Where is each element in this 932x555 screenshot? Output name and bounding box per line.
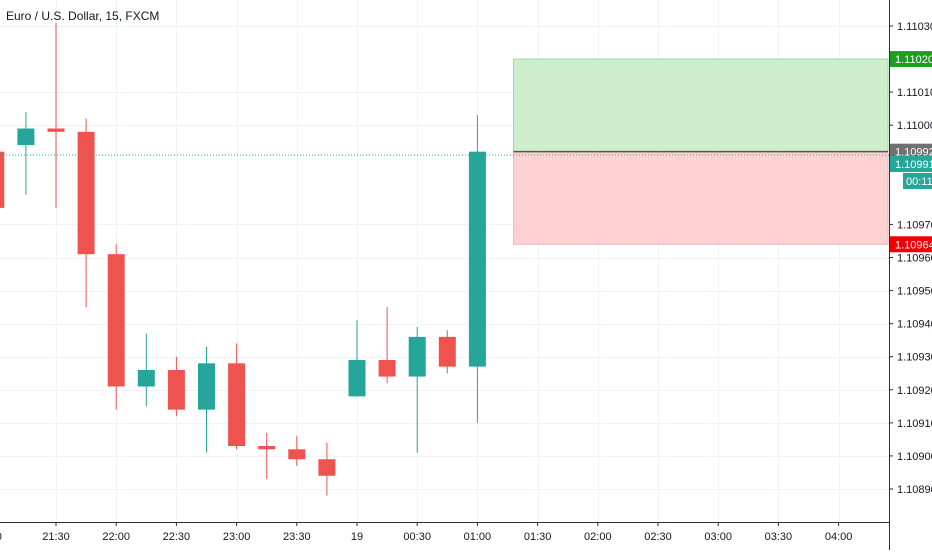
candle-body — [77, 131, 95, 255]
price-tick-label: 1.10930 — [897, 352, 932, 364]
price-tick-label: 1.11000 — [897, 120, 932, 132]
candle — [228, 343, 246, 450]
candle-body — [107, 254, 125, 387]
candle — [77, 118, 95, 308]
target-price-tag[interactable]: 1.11020 — [890, 51, 932, 68]
candle — [438, 330, 456, 374]
time-tick-label: 02:00 — [584, 531, 612, 543]
time-tick-label: 03:00 — [704, 531, 732, 543]
time-axis[interactable]: 00 21:30 22:00 22:30 23:00 23:30 19 00:30 01:00 0… — [0, 522, 889, 550]
stop-price-tag-text: 1.10964 — [895, 239, 932, 251]
last-price-tag[interactable]: 1.10991 00:11 — [890, 155, 932, 189]
target-price-tag-bg — [890, 51, 932, 68]
price-tick-label: 1.10900 — [897, 451, 932, 463]
time-tick-label: 21:30 — [42, 531, 70, 543]
price-tick-label: 1.10920 — [897, 385, 932, 397]
candle — [288, 436, 306, 466]
price-tick-label: 1.10890 — [897, 484, 932, 496]
candle — [137, 333, 155, 407]
price-tick-label: 1.10940 — [897, 319, 932, 331]
candle-body — [288, 449, 306, 460]
time-tick-label: 19 — [351, 531, 363, 543]
price-tick-label: 1.11030 — [897, 21, 932, 33]
entry-price-tag-bg — [890, 143, 932, 160]
candle — [17, 111, 35, 195]
stop-price-tag[interactable]: 1.10964 — [890, 236, 932, 253]
candle — [468, 115, 486, 423]
time-tick-label: 01:00 — [464, 531, 492, 543]
loss-zone[interactable] — [513, 151, 889, 245]
symbol-title: Euro / U.S. Dollar, 15, FXCM — [6, 9, 160, 23]
candle-body — [348, 360, 366, 397]
candle-body — [408, 336, 426, 377]
time-tick-label: 22:30 — [163, 531, 191, 543]
price-tick-label: 1.10910 — [897, 418, 932, 430]
time-tick-label: 00 — [0, 531, 2, 543]
profit-zone[interactable] — [513, 58, 889, 153]
candle-body — [378, 360, 396, 377]
candle-body — [17, 128, 35, 146]
time-tick-label: 03:30 — [765, 531, 793, 543]
time-tick-label: 01:30 — [524, 531, 552, 543]
time-tick-label: 23:00 — [223, 531, 251, 543]
price-tick-label: 1.10960 — [897, 253, 932, 265]
time-tick-label: 23:30 — [283, 531, 311, 543]
countdown-text: 00:11 — [906, 176, 932, 188]
candle-body — [0, 151, 5, 208]
candle-body — [198, 363, 215, 410]
candle — [348, 320, 366, 397]
last-price-tag-bg — [890, 155, 932, 172]
price-axis[interactable]: 1.11030 1.11010 1.11000 1.10970 1.10960 1.109… — [889, 0, 932, 550]
candle — [167, 356, 185, 417]
entry-price-tag[interactable]: 1.10992 — [890, 143, 932, 160]
target-price-tag-text: 1.11020 — [895, 54, 932, 66]
candle-body — [258, 446, 276, 450]
candle — [107, 244, 125, 410]
candle-body — [318, 459, 336, 476]
candle — [408, 326, 426, 453]
candle-body — [137, 369, 155, 387]
time-tick-label: 04:00 — [825, 531, 853, 543]
time-tick-label: 02:30 — [644, 531, 672, 543]
stop-price-tag-bg — [890, 236, 932, 253]
candle-body — [47, 128, 65, 132]
candle — [198, 346, 215, 453]
candles — [0, 22, 486, 496]
candle-body — [167, 369, 185, 410]
candle — [318, 442, 336, 496]
time-axis-background — [0, 522, 889, 550]
price-tick-label: 1.10950 — [897, 286, 932, 298]
candle-body — [228, 363, 246, 447]
last-price-tag-text: 1.10991 — [895, 159, 932, 171]
position-zones[interactable] — [513, 58, 889, 245]
price-tick-label: 1.10970 — [897, 219, 932, 231]
candle — [378, 307, 396, 384]
candle-body — [438, 336, 456, 367]
countdown-bg — [903, 172, 932, 189]
time-tick-label: 22:00 — [102, 531, 130, 543]
candle — [47, 22, 65, 208]
candle — [258, 432, 276, 480]
price-tick-label: 1.11010 — [897, 87, 932, 99]
entry-price-tag-text: 1.10992 — [895, 147, 932, 159]
candle-body — [468, 151, 486, 367]
time-tick-label: 00:30 — [403, 531, 431, 543]
candle — [0, 151, 5, 208]
price-axis-background — [889, 0, 932, 550]
